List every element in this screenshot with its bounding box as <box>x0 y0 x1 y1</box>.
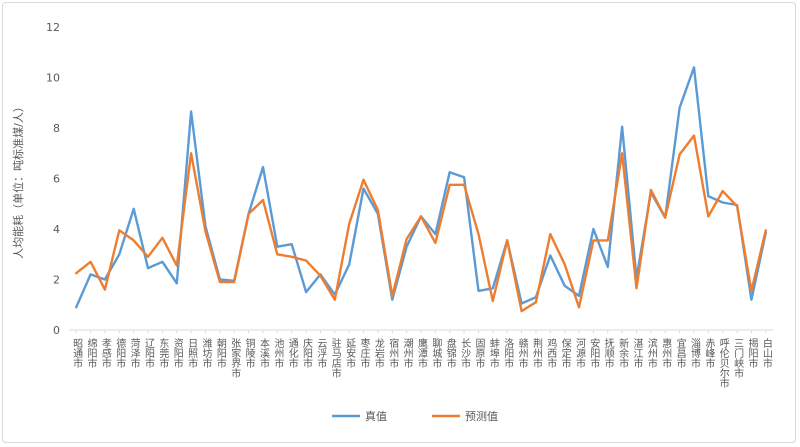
y-tick-label: 0 <box>53 324 60 337</box>
x-tick-label: 庆阳市 <box>301 337 313 369</box>
legend-label: 预测值 <box>465 410 498 423</box>
x-tick-label: 蚌埠市 <box>487 338 499 369</box>
y-tick-label: 8 <box>53 122 60 135</box>
y-tick-label: 4 <box>53 223 60 236</box>
x-tick-label: 呼伦贝尔市 <box>717 338 729 389</box>
series-line-2 <box>74 134 767 313</box>
x-tick-label: 通化市 <box>286 338 298 369</box>
y-tick-label: 6 <box>53 173 60 186</box>
x-tick-label: 宜昌市 <box>674 337 686 369</box>
x-tick-label: 潍坊市 <box>200 338 212 369</box>
x-tick-label: 保定市 <box>559 337 571 369</box>
x-tick-label: 铜陵市 <box>243 338 255 369</box>
x-tick-label: 淄博市 <box>688 338 700 369</box>
x-tick-label: 荆州市 <box>530 337 542 369</box>
x-tick-label: 固原市 <box>473 338 485 369</box>
x-tick-label: 本溪市 <box>257 337 269 369</box>
x-axis-ticks: 昭通市 绵阳市 孝感市 德阳市 菏泽市 辽阳市 东莞市 资阳市 日照市 潍坊市 朝阳市 张家界市 铜陵市… <box>71 330 772 389</box>
x-tick-label: 驻马店市 <box>329 337 341 379</box>
chart-frame <box>2 2 796 443</box>
x-tick-label: 孝感市 <box>99 338 111 369</box>
x-tick-label: 抚顺市 <box>602 338 614 369</box>
x-tick-label: 湛江市 <box>631 338 643 369</box>
legend-label: 真值 <box>365 409 387 423</box>
x-tick-label: 赣州市 <box>516 337 528 369</box>
y-axis-ticks: 0 2 4 6 8 10 12 <box>46 21 60 337</box>
x-tick-label: 新余市 <box>617 337 629 369</box>
y-tick-label: 12 <box>46 21 60 34</box>
x-tick-label: 辽阳市 <box>143 338 155 369</box>
x-tick-label: 洛阳市 <box>502 337 514 369</box>
x-tick-label: 长沙市 <box>459 338 471 369</box>
x-tick-label: 宿州市 <box>387 337 399 369</box>
x-tick-label: 池州市 <box>272 337 284 369</box>
y-tick-label: 10 <box>46 72 60 85</box>
x-tick-label: 安阳市 <box>588 337 600 369</box>
x-tick-label: 盘锦市 <box>444 337 456 369</box>
x-tick-label: 潮州市 <box>401 337 413 369</box>
x-tick-label: 鹰潭市 <box>416 337 428 369</box>
x-tick-label: 惠州市 <box>660 337 672 369</box>
x-tick-label: 聊城市 <box>430 337 442 369</box>
x-tick-label: 三门峡市 <box>732 338 744 379</box>
x-tick-label: 昭通市 <box>71 338 83 369</box>
x-tick-label: 绵阳市 <box>85 337 97 369</box>
x-tick-label: 云浮市 <box>315 338 327 369</box>
x-tick-label: 揭阳市 <box>746 337 758 369</box>
x-tick-label: 滨州市 <box>645 337 657 369</box>
y-axis-label: 人均能耗（单位：吨标准煤/人） <box>11 101 25 259</box>
legend: 真值 预测值 <box>332 409 498 423</box>
x-tick-label: 德阳市 <box>114 337 126 369</box>
series-line-1 <box>74 66 767 309</box>
x-tick-label: 资阳市 <box>171 338 183 369</box>
x-tick-label: 河源市 <box>574 338 586 369</box>
x-tick-label: 菏泽市 <box>128 338 140 369</box>
x-tick-label: 鸡西市 <box>545 337 557 369</box>
x-tick-label: 延安市 <box>344 338 356 369</box>
x-tick-label: 张家界市 <box>229 338 241 379</box>
x-tick-label: 东莞市 <box>157 337 169 369</box>
x-tick-label: 赤峰市 <box>703 338 715 369</box>
x-tick-label: 日照市 <box>186 338 198 369</box>
x-tick-label: 龙岩市 <box>372 337 384 369</box>
x-tick-label: 枣庄市 <box>358 338 370 369</box>
series-lines <box>74 66 767 313</box>
x-tick-label: 白山市 <box>760 337 772 369</box>
x-tick-label: 朝阳市 <box>214 338 226 369</box>
y-tick-label: 2 <box>53 274 60 287</box>
